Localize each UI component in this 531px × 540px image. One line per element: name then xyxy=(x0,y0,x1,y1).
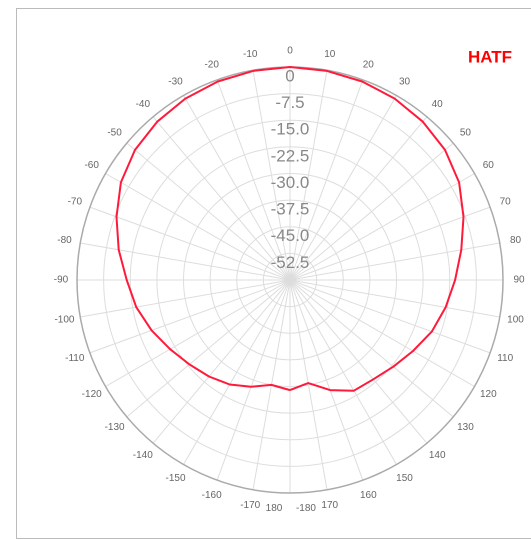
ring-grid-line xyxy=(129,119,451,441)
angle-tick-label: -170 xyxy=(240,500,260,511)
radial-tick-label: -37.5 xyxy=(271,200,310,219)
angle-tick-label: -180 xyxy=(296,503,316,514)
angle-tick-label: -140 xyxy=(133,450,153,461)
angle-tick-label: 70 xyxy=(500,196,512,207)
radial-tick-label: -52.5 xyxy=(271,253,310,272)
angle-tick-label: 20 xyxy=(363,59,375,70)
angle-tick-label: 180 xyxy=(266,503,283,514)
angle-tick-label: -100 xyxy=(54,314,74,325)
ring-grid-line xyxy=(103,93,477,467)
angle-tick-label: -20 xyxy=(204,59,219,70)
radial-tick-label: -15.0 xyxy=(271,120,310,139)
angle-tick-label: 100 xyxy=(507,314,524,325)
angle-tick-label: 130 xyxy=(457,422,474,433)
angle-tick-label: -70 xyxy=(68,196,83,207)
angle-tick-label: 80 xyxy=(510,235,522,246)
angle-tick-label: 30 xyxy=(399,76,411,87)
angle-tick-label: 10 xyxy=(324,49,336,60)
radial-tick-label: -7.5 xyxy=(275,93,304,112)
angle-tick-label: 60 xyxy=(483,160,495,171)
angle-tick-label: 50 xyxy=(460,127,472,138)
angle-tick-label: 140 xyxy=(429,450,446,461)
angle-tick-label: -130 xyxy=(105,422,125,433)
radial-tick-label: -30.0 xyxy=(271,173,310,192)
radial-tick-label: 0 xyxy=(285,66,294,85)
angle-tick-label: -120 xyxy=(82,389,102,400)
angle-tick-label: 160 xyxy=(360,490,377,501)
ring-grid-line xyxy=(156,146,424,414)
angle-tick-label: 0 xyxy=(287,46,293,57)
angle-tick-label: -160 xyxy=(202,490,222,501)
pattern-line xyxy=(115,66,465,392)
radial-tick-label: -22.5 xyxy=(271,146,310,165)
angle-tick-label: -80 xyxy=(57,235,72,246)
chart-title: HATF xyxy=(468,47,512,66)
angle-tick-label: 90 xyxy=(513,275,525,286)
radial-tick-label: -45.0 xyxy=(271,226,310,245)
ring-grid-line xyxy=(209,199,371,361)
angle-tick-label: 110 xyxy=(497,353,513,364)
angle-tick-label: -60 xyxy=(84,160,99,171)
angle-tick-label: -30 xyxy=(168,76,183,87)
ring-grid-line xyxy=(262,252,318,308)
angle-tick-label: -40 xyxy=(136,99,151,110)
angle-tick-label: -50 xyxy=(107,127,122,138)
angle-tick-label: -110 xyxy=(65,353,85,364)
ring-grid-line xyxy=(183,173,397,387)
angle-tick-label: -90 xyxy=(54,275,69,286)
ring-grid-line xyxy=(236,226,344,334)
angle-tick-label: -150 xyxy=(165,473,185,484)
angle-tick-label: 40 xyxy=(432,99,444,110)
angle-tick-label: 150 xyxy=(396,473,413,484)
frame xyxy=(16,8,531,539)
angle-tick-label: 170 xyxy=(321,500,338,511)
angle-tick-label: 120 xyxy=(480,389,497,400)
angle-tick-label: -10 xyxy=(243,49,258,60)
